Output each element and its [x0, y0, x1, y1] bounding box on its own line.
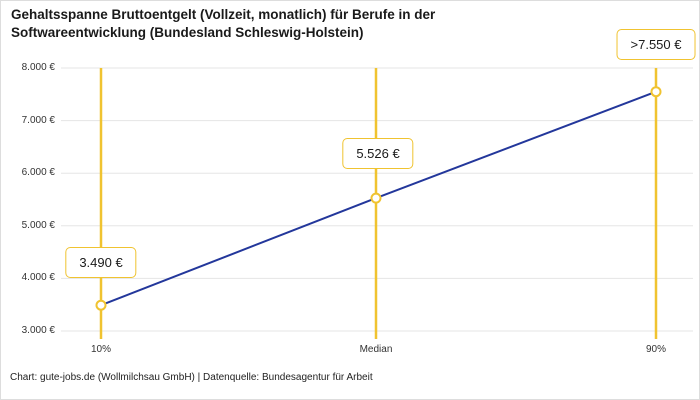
y-axis-tick-label: 6.000 € — [21, 167, 55, 178]
data-point-90 — [650, 86, 662, 98]
y-axis-tick-label: 3.000 € — [21, 325, 55, 336]
y-axis-tick-label: 5.000 € — [21, 220, 55, 231]
data-point-median — [370, 192, 382, 204]
data-point-10 — [95, 299, 107, 311]
value-badge-median: 5.526 € — [342, 138, 414, 169]
percentile-marker-lines — [99, 68, 658, 339]
y-axis-tick-label: 8.000 € — [21, 62, 55, 73]
x-axis-tick-label-10: 10% — [90, 344, 112, 355]
y-axis-tick-label: 7.000 € — [21, 115, 55, 126]
y-axis-tick-label: 4.000 € — [21, 272, 55, 283]
footer-credit: Chart: gute-jobs.de (Wollmilchsau GmbH) … — [10, 372, 373, 383]
data-points — [95, 86, 662, 311]
value-badge-90: >7.550 € — [616, 29, 696, 60]
value-badge-10: 3.490 € — [65, 247, 137, 278]
x-axis-tick-label-90: 90% — [645, 344, 667, 355]
chart-title: Gehaltsspanne Bruttoentgelt (Vollzeit, m… — [11, 7, 436, 41]
x-axis-tick-label-median: Median — [359, 344, 393, 355]
